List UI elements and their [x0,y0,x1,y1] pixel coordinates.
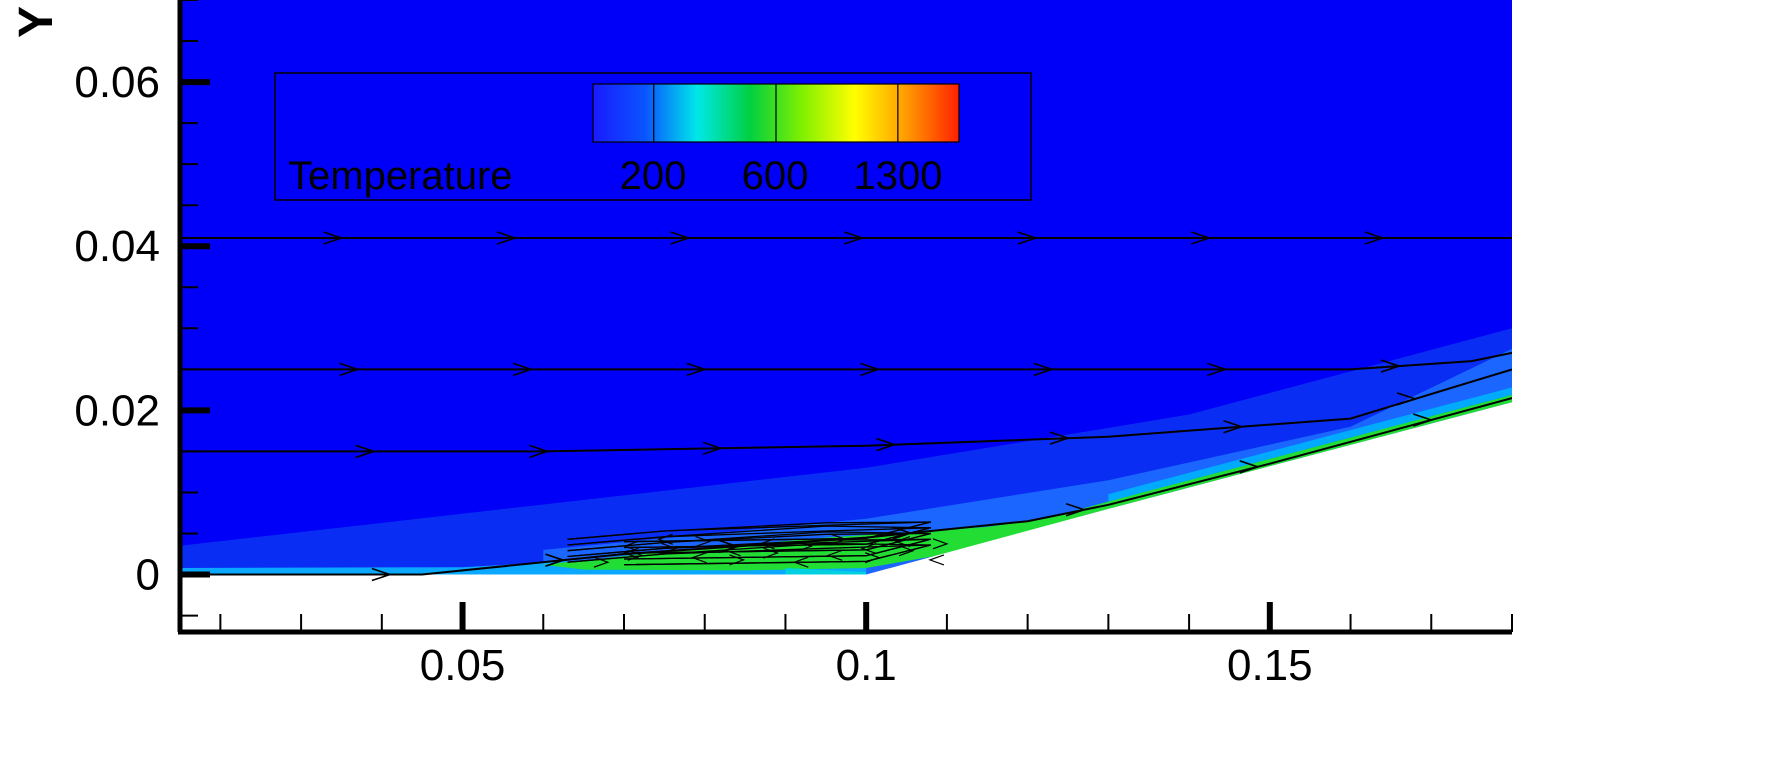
streamline-arrow [1017,231,1039,245]
streamline-3 [180,368,1512,453]
recirculation-arrow [792,556,809,568]
streamline-arrow [1033,362,1055,377]
streamline-arrow [339,362,361,377]
x-tick-label: 0.15 [1227,641,1313,690]
streamline-arrow [1396,392,1418,406]
legend-dividers [653,84,899,142]
ramp-boundary-layer-outer [1108,387,1512,502]
y-tick-label: 0.04 [74,222,160,271]
legend-tick-label: 1300 [854,154,943,198]
legend-title: Temperature [288,154,513,198]
recirculation-arrow [623,547,640,559]
y-axis-title: Y [10,6,63,38]
streamline-arrow [1191,231,1212,245]
streamline-arrow [1380,359,1402,373]
recirculation-streamline [567,542,931,566]
x-axis-ticks: 0.05 0.1 0.15 [219,602,1513,690]
streamline-2 [180,351,1512,371]
x-tick-label: 0.05 [420,641,506,690]
y-tick-label: 0 [136,551,160,600]
recirculation-arrow [797,540,814,552]
recirculation-streamline [567,525,931,549]
legend-tick-labels: 200 600 1300 [620,154,943,198]
recirculation-arrow [729,554,746,566]
recirculation-arrow [864,552,881,564]
recirculation-arrow [763,547,780,559]
x-tick-label: 0.1 [836,641,897,690]
streamline-arrow [323,231,344,245]
streamline-arrow [371,567,393,582]
streamline-arrow [686,362,708,377]
recirculation-arrow [898,545,915,557]
recirculation-arrow [695,535,712,548]
streamline-arrow [1207,362,1228,377]
recirculation-arrow [690,552,707,564]
shock-layer [180,328,1512,575]
recirculation-streamline [567,521,931,543]
legend-tick-label: 600 [742,154,809,198]
streamlines [180,231,1512,582]
recirculation-arrow [932,538,949,550]
streamline-arrow [1049,431,1071,445]
streamline-arrow [1065,502,1087,517]
recirculation-arrow [860,542,877,555]
streamline-arrow [529,444,550,459]
streamline-arrow [496,231,518,245]
y-tick-label: 0.02 [74,386,160,435]
legend-tick-label: 200 [620,154,687,198]
y-tick-label: 0.06 [74,58,160,107]
axes: 0 0.02 0.04 0.06 0.05 0.1 0.15 Y [10,0,1513,690]
recirculation-arrow [627,549,644,561]
streamline-arrow [355,444,377,459]
recirculation-arrow [593,556,610,568]
recirculation-arrow [661,542,678,555]
recirculation-arrow [724,545,741,557]
recirculation-arrow [894,535,911,548]
streamline-arrow [860,362,881,377]
streamline-arrow [545,553,566,567]
legend: Temperature 200 600 1300 [274,72,1032,201]
recirculation-streamline [567,532,931,554]
y-axis-ticks: 0 0.02 0.04 0.06 [74,0,210,617]
recirculation-cyan-zone [785,568,867,575]
streamline-arrow [1413,413,1434,427]
recirculation-arrow [830,533,847,545]
recirculation-arrow [758,538,775,550]
recirculation-arrow [826,549,843,561]
streamline-arrow [702,441,724,456]
streamline-arrow [876,437,897,452]
legend-box [274,72,1032,201]
streamline-4 [180,397,1512,576]
recirculation-arrow [928,554,945,566]
solid-wall-region [180,402,1512,632]
streamline-arrow [1223,419,1245,434]
streamline-arrow [512,362,534,377]
streamline-arrow [670,231,692,245]
streamline-arrow [1364,231,1386,245]
recirculation-arrow [656,533,673,545]
streamline-arrow [843,231,865,245]
streamline-arrow [1239,460,1261,474]
